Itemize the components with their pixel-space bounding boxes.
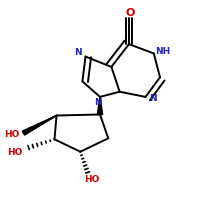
Text: O: O (125, 8, 135, 18)
Text: NH: NH (155, 47, 171, 56)
Text: N: N (95, 98, 102, 107)
Text: HO: HO (7, 148, 22, 157)
Text: HO: HO (4, 130, 19, 139)
Polygon shape (97, 97, 103, 114)
Polygon shape (22, 116, 57, 135)
Text: HO: HO (84, 175, 100, 184)
Text: N: N (74, 48, 81, 57)
Text: N: N (150, 94, 157, 103)
